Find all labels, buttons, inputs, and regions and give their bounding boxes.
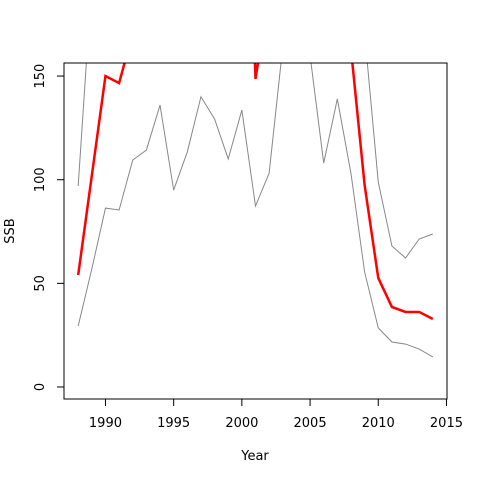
x-tick-label: 1995	[157, 416, 190, 431]
x-tick-label: 2005	[294, 416, 327, 431]
plot-area	[76, 63, 434, 358]
y-tick-label: 0	[33, 383, 48, 391]
x-tick-label: 2015	[430, 416, 463, 431]
y-tick-label: 150	[33, 64, 48, 89]
data-line	[77, 63, 434, 358]
x-tick-label: 2000	[225, 416, 258, 431]
plot-box	[63, 62, 448, 400]
data-line	[77, 63, 433, 259]
y-axis-label: SSB	[3, 218, 18, 243]
data-line	[76, 63, 434, 321]
y-tick-label: 50	[33, 275, 48, 292]
x-tick-label: 1990	[89, 416, 122, 431]
x-tick-label: 2010	[362, 416, 395, 431]
y-tick-label: 100	[33, 167, 48, 192]
x-axis-label: Year	[240, 449, 269, 464]
